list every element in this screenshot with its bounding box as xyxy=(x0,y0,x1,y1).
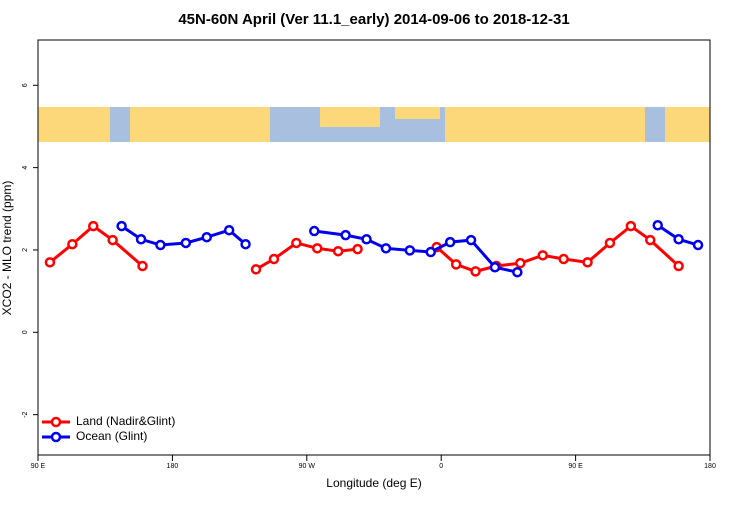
point xyxy=(380,243,392,254)
land-shape xyxy=(395,107,440,119)
legend-label: Land (Nadir&Glint) xyxy=(76,414,175,428)
point xyxy=(604,237,616,249)
point xyxy=(450,259,462,270)
point xyxy=(465,234,477,246)
point xyxy=(673,260,684,272)
point xyxy=(444,236,456,248)
point xyxy=(312,243,323,254)
x-tick-label: 90 E xyxy=(31,463,46,470)
point xyxy=(135,234,147,245)
point xyxy=(137,260,148,272)
point xyxy=(558,253,569,265)
point xyxy=(155,239,166,251)
point xyxy=(309,225,320,237)
point xyxy=(425,246,436,258)
point xyxy=(537,250,548,261)
y-tick-label: 2 xyxy=(22,248,29,252)
point xyxy=(512,266,523,278)
plot-frame xyxy=(37,39,711,456)
y-tick-label: 6 xyxy=(22,83,29,87)
point xyxy=(201,231,212,243)
point xyxy=(582,257,593,268)
legend-marker xyxy=(50,416,62,428)
point xyxy=(515,257,526,269)
y-tick-label: -2 xyxy=(22,411,29,417)
point xyxy=(692,239,704,251)
point xyxy=(180,237,192,249)
point xyxy=(291,237,302,249)
y-tick-label: 0 xyxy=(22,330,29,334)
point xyxy=(645,234,656,246)
legend-label: Ocean (Glint) xyxy=(76,429,147,443)
point xyxy=(340,229,351,241)
point xyxy=(332,245,344,257)
chart-title: 45N-60N April (Ver 11.1_early) 2014-09-0… xyxy=(178,11,569,28)
point xyxy=(268,253,280,265)
point xyxy=(470,266,481,277)
point xyxy=(240,238,251,250)
point xyxy=(116,220,127,232)
x-tick-label: 90 E xyxy=(568,463,583,470)
x-axis-label: Longitude (deg E) xyxy=(326,476,421,490)
point xyxy=(361,234,372,245)
point xyxy=(489,262,501,273)
x-tick-label: 180 xyxy=(704,463,716,470)
land-shape xyxy=(320,107,380,127)
y-axis-label: XCO2 - MLO trend (ppm) xyxy=(0,181,14,316)
point xyxy=(107,234,118,246)
point xyxy=(88,220,99,232)
point xyxy=(625,220,637,232)
point xyxy=(404,245,416,256)
x-tick-label: 180 xyxy=(167,463,179,470)
x-tick-label: 0 xyxy=(439,463,443,470)
map-band xyxy=(38,107,710,142)
point xyxy=(352,243,363,255)
point xyxy=(673,234,684,245)
point xyxy=(652,220,663,231)
land-shape xyxy=(130,107,270,142)
y-tick-label: 4 xyxy=(22,166,29,170)
land-shape xyxy=(665,107,710,142)
land-shape xyxy=(38,107,110,142)
point xyxy=(223,224,235,236)
legend-marker xyxy=(50,431,62,443)
point xyxy=(44,257,56,268)
x-tick-label: 90 W xyxy=(299,463,316,470)
land-shape xyxy=(445,107,645,142)
point xyxy=(250,264,262,275)
point xyxy=(67,238,78,250)
